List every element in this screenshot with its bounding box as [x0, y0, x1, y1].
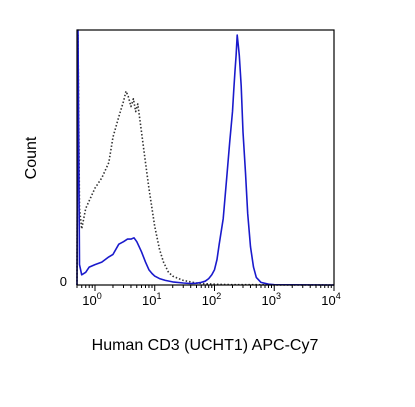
- y-tick-label: 0: [60, 274, 67, 289]
- tick-layer: [76, 285, 335, 291]
- x-tick-label: 104: [321, 291, 340, 308]
- series-line-control: [76, 34, 335, 286]
- series-line-stained: [76, 29, 335, 286]
- x-tick-label: 100: [82, 291, 101, 308]
- x-axis-label: Human CD3 (UCHT1) APC-Cy7: [92, 337, 319, 354]
- y-tick-labels: 0: [60, 274, 67, 289]
- y-axis-label: Count: [23, 136, 40, 179]
- x-tick-label: 101: [142, 291, 161, 308]
- x-tick-label: 103: [262, 291, 281, 308]
- series-layer: [76, 29, 335, 286]
- x-tick-label: 102: [202, 291, 221, 308]
- x-tick-labels: 100 101 102 103 104: [82, 291, 340, 308]
- plot-frame: [76, 29, 335, 286]
